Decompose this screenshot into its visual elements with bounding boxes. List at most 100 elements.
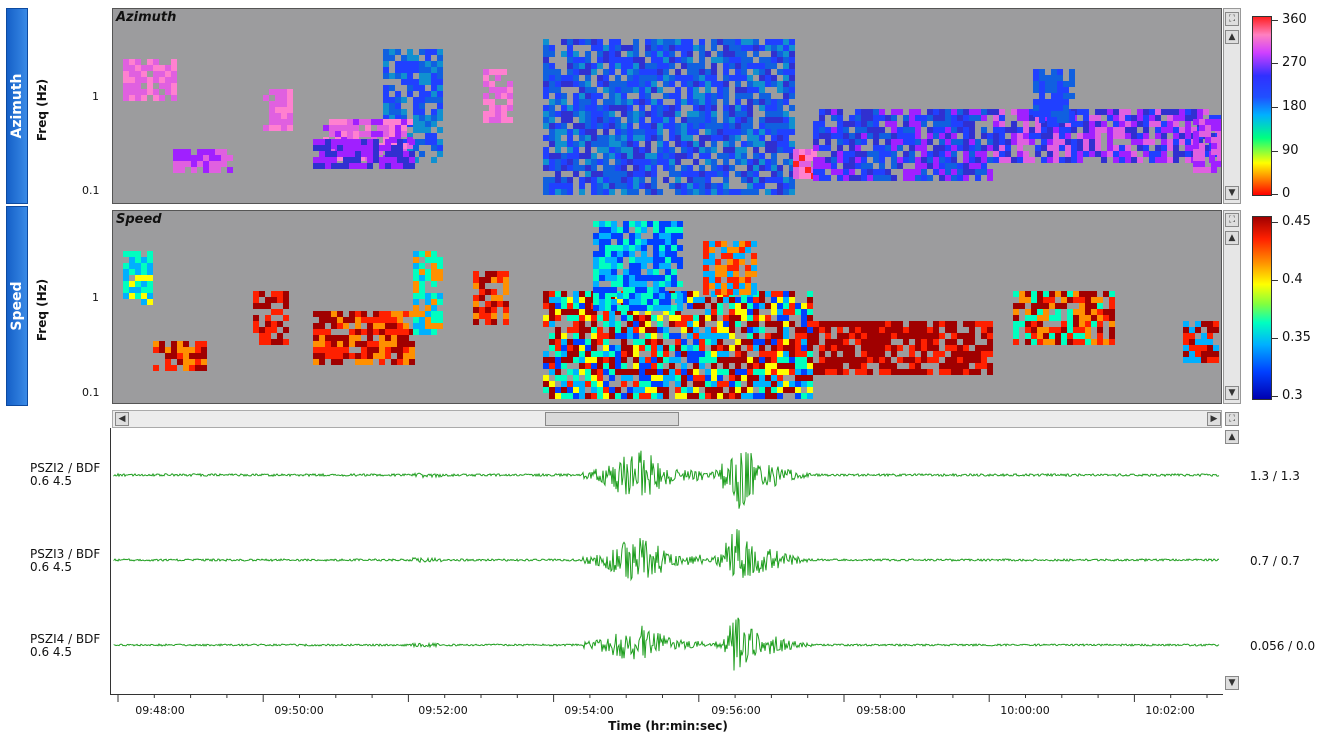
spectrogram-cell [379,323,385,329]
spectrogram-cell [561,291,567,297]
spectrogram-cell [165,353,171,359]
spectrogram-cell [957,357,963,363]
spectrogram-cell [703,289,709,295]
spectrogram-cell [765,303,771,309]
spectrogram-cell [1025,339,1031,345]
spectrogram-cell [807,393,813,399]
expand-icon[interactable]: ⛶ [1225,412,1239,426]
spectrogram-cell [729,369,735,375]
spectrogram-cell [579,357,585,363]
spectrogram-cell [651,63,657,69]
spectrogram-cell [783,57,789,63]
spectrogram-cell [331,323,337,329]
spectrogram-cell [425,257,431,263]
spectrogram-cell [543,81,549,87]
spectrogram-cell [555,165,561,171]
scroll-down-arrow-icon[interactable]: ▼ [1225,676,1239,690]
spectrogram-cell [615,345,621,351]
spectrogram-cell [591,45,597,51]
spectrogram-cell [549,117,555,123]
spectrogram-cell [753,297,759,303]
spectrogram-cell [653,221,659,227]
spectrogram-cell [561,345,567,351]
spectrogram-cell [437,91,443,97]
scroll-down-arrow-icon[interactable]: ▼ [1225,186,1239,200]
spectrogram-cell [837,363,843,369]
spectrogram-cell [669,165,675,171]
spectrogram-cell [663,51,669,57]
scroll-down-arrow-icon[interactable]: ▼ [1225,386,1239,400]
azimuth-spectrogram[interactable]: Azimuth [112,8,1222,204]
spectrogram-cell [745,241,751,247]
spectrogram-cell [431,67,437,73]
spectrogram-cell [171,77,177,83]
spectrogram-cell [699,351,705,357]
expand-icon[interactable]: ⛶ [1225,12,1239,26]
spectrogram-cell [617,251,623,257]
spectrogram-cell [873,133,879,139]
spectrogram-cell [739,289,745,295]
spectrogram-cell [479,307,485,313]
spectrogram-cell [1143,121,1149,127]
spectrogram-cell [723,369,729,375]
spectrogram-cell [765,69,771,75]
spectrogram-cell [1137,157,1143,163]
spectrogram-cell [1071,151,1077,157]
scroll-right-arrow-icon[interactable]: ▶ [1207,412,1221,426]
spectrogram-cell [383,103,389,109]
spectrogram-cell [1109,309,1115,315]
spectrogram-cell [1041,133,1047,139]
spectrogram-cell [687,45,693,51]
spectrogram-cell [593,281,599,287]
spectrogram-cell [629,275,635,281]
spectrogram-cell [801,357,807,363]
spectrogram-cell [765,63,771,69]
scroll-up-arrow-icon[interactable]: ▲ [1225,430,1239,444]
spectrogram-cell [789,297,795,303]
spectrogram-cell [759,315,765,321]
speed-vertical-scrollbar[interactable] [1223,210,1241,404]
spectrogram-cell [687,141,693,147]
time-horizontal-scrollbar[interactable] [112,410,1222,428]
spectrogram-cell [1073,321,1079,327]
tab-speed[interactable]: Speed [6,206,28,406]
spectrogram-cell [801,351,807,357]
spectrogram-cell [269,101,275,107]
spectrogram-cell [789,117,795,123]
spectrogram-cell [789,351,795,357]
spectrogram-cell [177,347,183,353]
spectrogram-cell [903,157,909,163]
spectrogram-cell [1035,121,1041,127]
spectrogram-cell [843,127,849,133]
spectrogram-cell [277,333,283,339]
spectrogram-cell [699,111,705,117]
spectrogram-cell [359,155,365,161]
scroll-left-arrow-icon[interactable]: ◀ [115,412,129,426]
spectrogram-cell [403,151,409,157]
scroll-up-arrow-icon[interactable]: ▲ [1225,30,1239,44]
spectrogram-cell [693,117,699,123]
waveform-traces[interactable] [112,428,1222,694]
spectrogram-cell [705,381,711,387]
spectrogram-cell [437,151,443,157]
spectrogram-cell [635,257,641,263]
spectrogram-cell [969,333,975,339]
spectrogram-cell [609,69,615,75]
spectrogram-cell [675,381,681,387]
scroll-up-arrow-icon[interactable]: ▲ [1225,231,1239,245]
spectrogram-cell [687,153,693,159]
expand-icon[interactable]: ⛶ [1225,213,1239,227]
spectrogram-cell [1073,339,1079,345]
spectrogram-cell [957,363,963,369]
spectrogram-cell [599,263,605,269]
azimuth-vertical-scrollbar[interactable] [1223,8,1241,204]
spectrogram-cell [969,169,975,175]
speed-spectrogram[interactable]: Speed [112,210,1222,404]
tab-azimuth[interactable]: Azimuth [6,8,28,204]
scrollbar-thumb[interactable] [545,412,679,426]
spectrogram-cell [159,71,165,77]
spectrogram-cell [361,347,367,353]
spectrogram-cell [641,221,647,227]
spectrogram-cell [721,271,727,277]
spectrogram-cell [195,359,201,365]
